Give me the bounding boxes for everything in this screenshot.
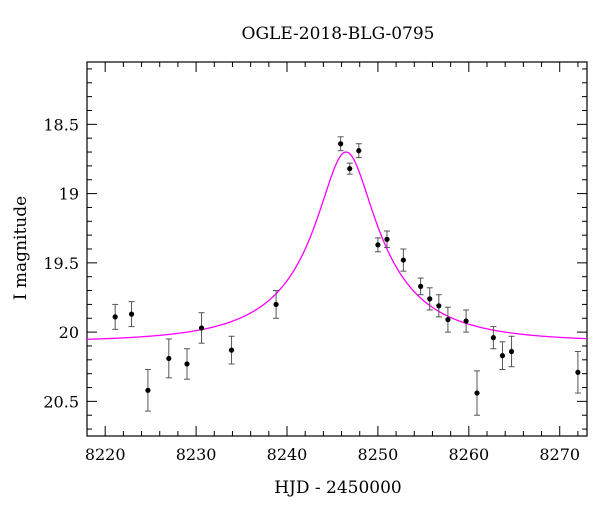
data-point <box>436 303 442 309</box>
data-point <box>508 348 515 355</box>
data-point <box>474 390 480 396</box>
x-tick-label: 8220 <box>85 445 126 464</box>
y-tick-label: 19 <box>59 185 79 204</box>
x-tick-label: 8230 <box>176 445 217 464</box>
data-point <box>347 166 353 172</box>
data-point <box>228 347 235 353</box>
data-point <box>198 325 205 331</box>
y-tick-label: 19.5 <box>43 254 79 273</box>
data-point <box>356 148 362 154</box>
x-axis-label: HJD - 2450000 <box>274 478 402 498</box>
chart-title: OGLE-2018-BLG-0795 <box>242 24 435 44</box>
y-tick-label: 20 <box>59 323 79 342</box>
data-point <box>375 242 381 248</box>
data-point <box>338 141 344 147</box>
data-point <box>463 318 469 324</box>
data-point <box>384 236 390 242</box>
data-point <box>445 317 451 323</box>
data-point <box>490 335 496 341</box>
plot-frame <box>86 61 588 437</box>
data-point <box>418 283 424 289</box>
data-point <box>112 314 118 320</box>
data-point <box>427 296 433 302</box>
x-tick-label: 8250 <box>358 445 399 464</box>
data-point <box>400 257 406 263</box>
x-tick-label: 8240 <box>267 445 308 464</box>
data-point <box>273 301 279 308</box>
data-point <box>184 361 190 367</box>
data-point <box>575 369 581 375</box>
y-axis-label: I magnitude <box>11 196 31 300</box>
data-point <box>166 355 172 362</box>
data-point <box>128 311 135 317</box>
data-point <box>145 387 151 393</box>
model-curve <box>86 151 588 340</box>
x-tick-label: 8270 <box>539 445 580 464</box>
x-tick-label: 8260 <box>448 445 489 464</box>
data-point <box>499 353 506 359</box>
y-tick-label: 20.5 <box>43 392 79 411</box>
y-tick-label: 18.5 <box>43 115 79 134</box>
plot-area: 8220 8230 8240 8250 8260 8270 18.5 19 19.5 20 20.5 <box>43 61 588 464</box>
